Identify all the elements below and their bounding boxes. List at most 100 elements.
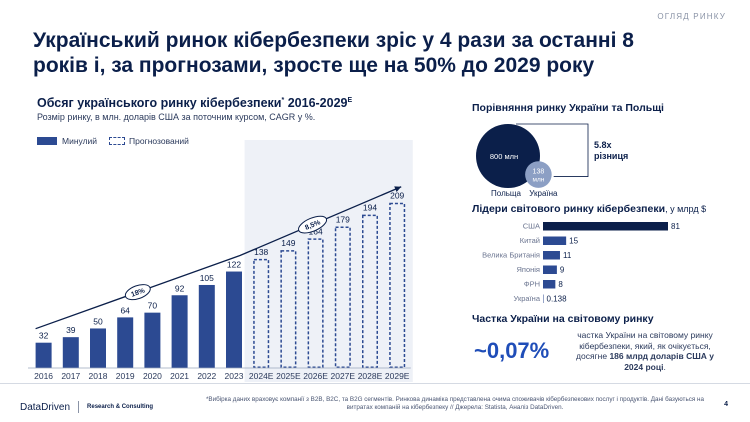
bar-value-label: 122	[227, 260, 241, 270]
ukraine-label: Україна	[529, 189, 558, 198]
bar-forecast	[253, 258, 270, 368]
bar	[198, 284, 215, 368]
x-tick-label: 2025E	[276, 371, 301, 381]
cagr-forecast-oval	[298, 215, 328, 234]
bar-value-label: 105	[200, 273, 214, 283]
difference-bracket	[516, 123, 589, 177]
bar-value-label: 179	[336, 214, 350, 224]
company-logo: DataDriven Research & Consulting	[20, 401, 153, 413]
country-bar	[543, 251, 560, 260]
country-value: 9	[560, 266, 565, 275]
bar-value-label: 194	[363, 203, 377, 213]
bar-forecast	[280, 250, 297, 368]
market-size-chart: 32 2016 39 2017 50 2018 64 2019 70 2020 92 2021 105 2…	[28, 140, 413, 382]
bar-forecast	[362, 214, 378, 369]
page-title: Український ринок кібербезпеки зріс у 4 …	[33, 29, 634, 77]
cagr-past-label: 18%	[130, 287, 146, 299]
x-tick-label: 2021	[170, 371, 189, 381]
bar	[144, 312, 161, 368]
logo-subtitle: Research & Consulting	[87, 404, 154, 410]
logo-separator	[78, 401, 80, 413]
country-label: Велика Британія	[482, 251, 540, 260]
x-tick-label: 2026E	[303, 371, 328, 381]
country-label: Україна	[514, 294, 541, 303]
country-value: 0.138	[547, 295, 568, 304]
country-label: Китай	[520, 236, 540, 245]
share-text-a: частка України на світовому ринку кіберб…	[576, 330, 713, 361]
poland-label: Польща	[491, 189, 521, 198]
share-text-b: 186 млрд доларів США у 2024 році	[609, 351, 714, 372]
country-bar	[543, 280, 556, 289]
chart-title-years: 2016-2029	[284, 96, 348, 110]
bar	[35, 342, 52, 368]
x-tick-label: 2016	[34, 371, 53, 381]
x-tick-label: 2029E	[385, 371, 410, 381]
bar	[62, 337, 79, 368]
country-value: 15	[569, 237, 578, 246]
bar-value-label: 32	[39, 331, 49, 341]
bar-value-label: 50	[93, 316, 103, 326]
legend-past-label: Минулий	[62, 136, 98, 146]
bar-forecast	[334, 226, 351, 368]
difference-label: різниця	[594, 151, 629, 161]
legend-forecast-swatch	[109, 137, 126, 145]
x-tick-label: 2018	[89, 371, 108, 381]
chart-title-estimate: E	[347, 96, 353, 104]
legend-past-swatch	[37, 137, 57, 145]
cagr-past-oval	[124, 284, 151, 301]
bar	[226, 271, 242, 368]
share-value: ~0,07%	[474, 338, 550, 363]
share-description: частка України на світовому ринку кіберб…	[570, 330, 720, 372]
comparison-title: Порівняння ринку України та Польщі	[472, 102, 664, 114]
cagr-forecast-badge: 8,5%	[298, 215, 328, 234]
country-value: 8	[558, 280, 563, 289]
x-tick-label: 2017	[61, 371, 80, 381]
x-tick-label: 2019	[116, 371, 135, 381]
bar-value-label: 92	[175, 283, 185, 293]
bar-value-label: 138	[254, 247, 268, 257]
chart-legend: Минулий Прогнозований	[37, 136, 189, 146]
ukraine-value-unit: млн	[532, 177, 544, 184]
ukraine-value: 138	[533, 169, 545, 176]
x-tick-label: 2020	[143, 371, 162, 381]
bar	[171, 295, 188, 368]
ukraine-bubble	[525, 161, 552, 188]
bar-forecast	[307, 238, 324, 369]
bar-value-label: 70	[148, 301, 158, 311]
legend-forecast-label: Прогнозований	[129, 136, 189, 146]
chart-subtitle: Розмір ринку, в млн. доларів США за пото…	[37, 112, 316, 122]
country-bar	[543, 222, 668, 231]
trend-arrowhead	[394, 186, 402, 193]
world-leaders-chart: США 81 Китай 15 Велика Британія 11 Японія 9 ФРН 8…	[482, 222, 680, 304]
page-number: 4	[724, 401, 728, 408]
leaders-title: Лідери світового ринку кібербезпеки, у м…	[472, 203, 706, 215]
country-label: ФРН	[524, 280, 540, 289]
cagr-past-badge: 18%	[124, 284, 151, 301]
forecast-background	[244, 140, 413, 382]
share-text-c: .	[663, 361, 666, 372]
leaders-title-text: Лідери світового ринку кібербезпеки	[472, 203, 666, 215]
bar-value-label: 64	[120, 305, 130, 315]
share-title: Частка України на світовому ринку	[472, 313, 654, 325]
chart-title: Обсяг українського ринку кібербезпеки* 2…	[37, 96, 352, 110]
bar-forecast	[389, 202, 406, 368]
leaders-title-unit: , у млрд $	[665, 204, 707, 214]
country-label: Японія	[516, 265, 540, 274]
chart-title-star: *	[281, 96, 285, 104]
footer-divider	[0, 383, 750, 384]
trend-line	[35, 186, 402, 330]
bar-value-label: 149	[281, 238, 295, 248]
poland-bubble	[476, 124, 540, 188]
section-tag: ОГЛЯД РИНКУ	[657, 12, 726, 21]
difference-annotation: 5.8x різниця	[594, 140, 628, 162]
x-tick-label: 2028E	[358, 371, 383, 381]
country-bar	[543, 294, 544, 303]
country-bar	[543, 236, 567, 245]
logo-name: DataDriven	[20, 401, 71, 413]
poland-value: 800 млн	[490, 152, 518, 161]
x-tick-label: 2027E	[331, 371, 356, 381]
bar-value-label: 164	[309, 226, 323, 236]
chart-title-text: Обсяг українського ринку кібербезпеки	[37, 96, 282, 110]
country-value: 11	[563, 251, 572, 260]
country-label: США	[523, 222, 540, 231]
